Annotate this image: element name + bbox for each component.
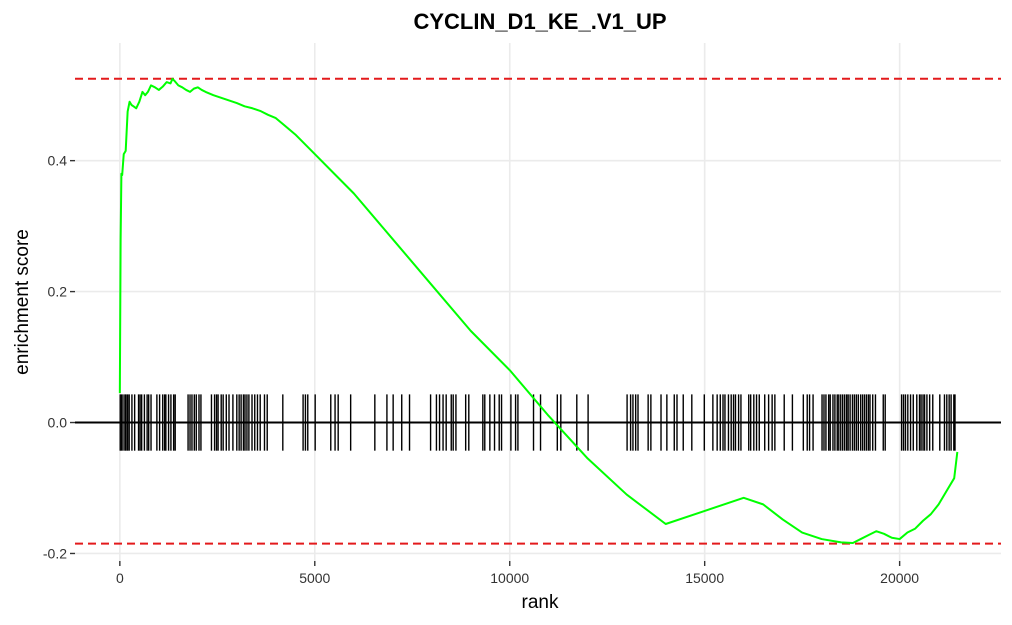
x-tick-label-3: 15000 <box>685 570 724 586</box>
chart-title: CYCLIN_D1_KE_.V1_UP <box>413 9 666 34</box>
reference-lines <box>75 77 1001 545</box>
x-axis-title: rank <box>522 592 559 613</box>
y-axis-title: enrichment score <box>12 229 33 375</box>
x-tick-label-0: 0 <box>116 570 124 586</box>
y-tick-label-1: 0.0 <box>48 415 68 431</box>
y-axis: -0.2 0.0 0.2 0.4 <box>43 153 75 561</box>
y-tick-label-2: 0.2 <box>48 284 68 300</box>
x-tick-label-4: 20000 <box>880 570 919 586</box>
grid-lines <box>75 43 1001 561</box>
y-tick-label-3: 0.4 <box>48 153 68 169</box>
x-tick-label-1: 5000 <box>299 570 330 586</box>
y-tick-label-0: -0.2 <box>43 545 67 561</box>
x-axis: 0 5000 10000 15000 20000 <box>116 561 919 586</box>
x-tick-label-2: 10000 <box>490 570 529 586</box>
enrichment-score-curve <box>118 77 959 544</box>
